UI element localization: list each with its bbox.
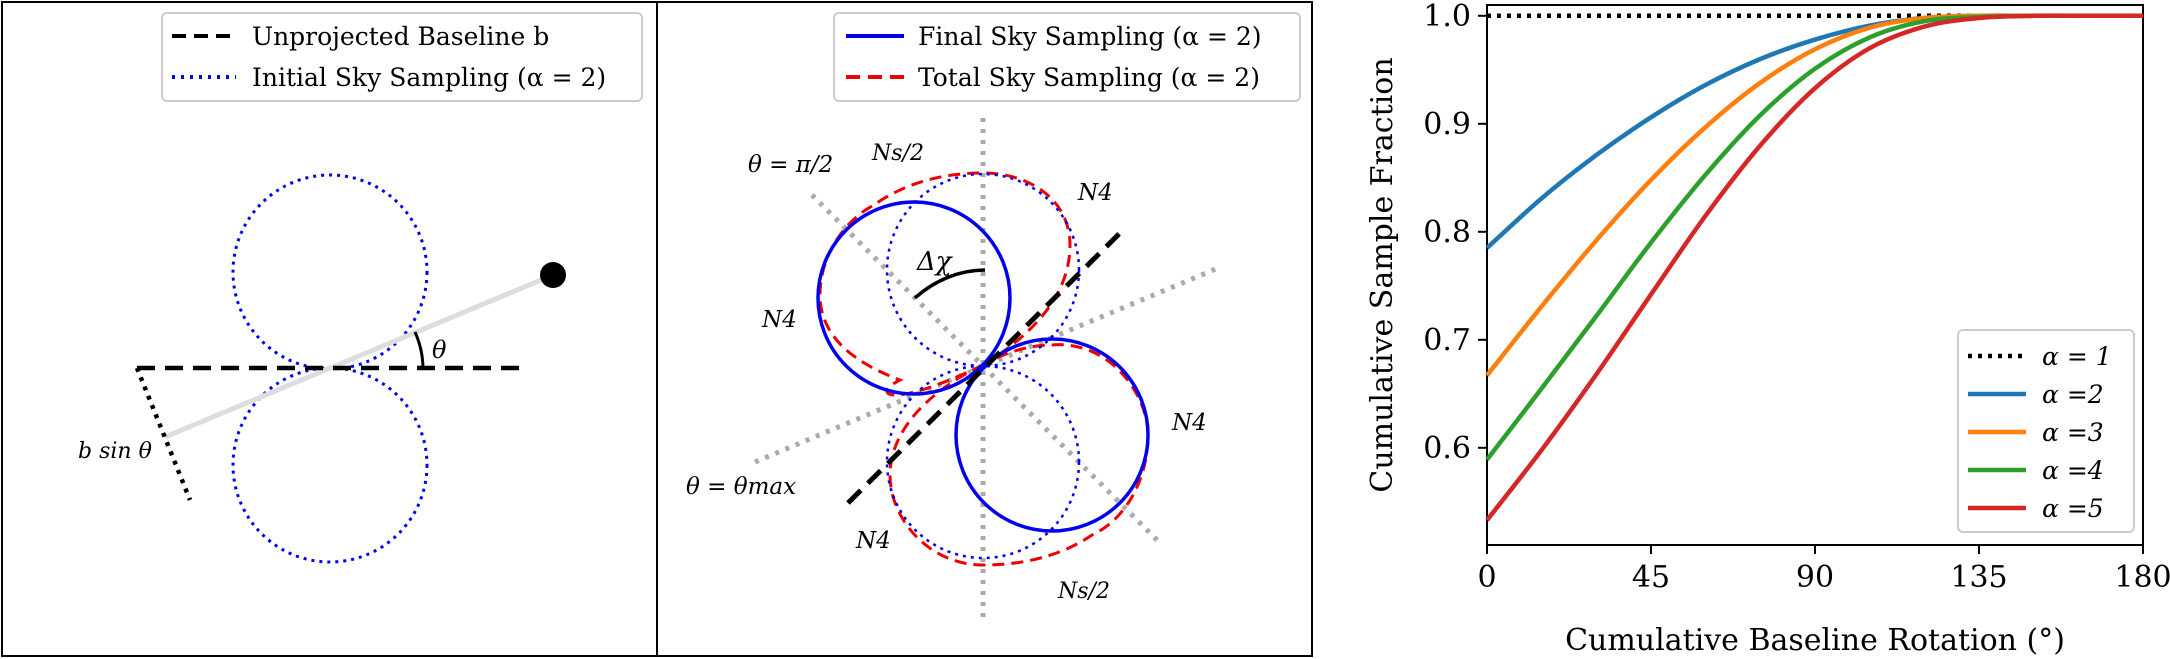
chart-legend-label-1: α = 1 [2042, 342, 2112, 371]
theta-max-label: θ = θmax [686, 474, 796, 500]
y-tick-label: 0.7 [1423, 323, 1471, 358]
chart-legend-label-3: α =3 [2042, 418, 2104, 447]
b-sin-theta-segment [134, 367, 193, 501]
panel-1-legend-box [161, 12, 643, 102]
legend-label-total-sampling: Total Sky Sampling (α = 2) [918, 63, 1260, 92]
legend-label-final-sampling: Final Sky Sampling (α = 2) [918, 22, 1262, 51]
initial-sampling-circle-bottom-rotated [885, 364, 1081, 560]
chart-tick-layer: 0 45 90 135 180 0.6 0.7 0.8 0.9 1.0 [1423, 0, 2170, 595]
panel-1: Unprojected Baseline b Initial Sky Sampl… [1, 1, 658, 657]
panel-2-legend-box [833, 12, 1301, 102]
total-sampling-top-lobe [818, 171, 1072, 397]
legend-label-baseline: Unprojected Baseline b [252, 22, 549, 51]
chart-x-axis-label: Cumulative Baseline Rotation (°) [1565, 623, 2065, 658]
b-sin-theta-label: b sin θ [78, 439, 152, 464]
projected-baseline-line [164, 272, 554, 440]
y-tick-label: 0.8 [1423, 215, 1471, 250]
legend-label-initial-sampling: Initial Sky Sampling (α = 2) [252, 63, 606, 92]
n4-label-left: N4 [761, 307, 797, 333]
chart-legend-label-4: α =4 [2042, 456, 2104, 485]
theta-label: θ [432, 336, 447, 364]
final-sampling-circle-bottom [954, 337, 1150, 533]
panel-2-frame [656, 1, 1313, 657]
total-sampling-bottom-lobe [888, 343, 1150, 567]
chart-legend: α = 1 α =2 α =3 α =4 α =5 [1957, 329, 2135, 533]
rotated-baseline-line [846, 231, 1122, 505]
chart-legend-label-2: α =2 [2042, 380, 2104, 409]
delta-chi-label: Δχ [916, 247, 954, 277]
x-tick-label: 45 [1632, 560, 1670, 595]
y-tick-label: 0.6 [1423, 431, 1471, 466]
n4-label-top-right: N4 [1077, 180, 1113, 206]
y-tick-label: 1.0 [1423, 0, 1471, 34]
series-line-5 [1485, 13, 2143, 522]
cumulative-fraction-chart: 0 45 90 135 180 0.6 0.7 0.8 0.9 1.0 Cumulative Ba… [1365, 0, 2170, 658]
theta-arc [413, 331, 425, 369]
ns-half-label-top: Ns/2 [871, 141, 924, 166]
delta-chi-arc [913, 268, 986, 300]
chart-y-axis-label: Cumulative Sample Fraction [1365, 57, 1400, 492]
baseline-endpoint-dot [540, 262, 566, 288]
x-tick-label: 135 [1950, 560, 2007, 595]
theta-half-pi-label: θ = π/2 [748, 152, 833, 178]
theta-half-pi-guide-line [810, 193, 1164, 547]
y-tick-label: 0.9 [1423, 107, 1471, 142]
x-tick-label: 90 [1796, 560, 1834, 595]
x-tick-label: 180 [2114, 560, 2170, 595]
ns-half-label-bottom: Ns/2 [1057, 579, 1110, 604]
chart-legend-box [1957, 329, 2135, 533]
panel-2-legend: Final Sky Sampling (α = 2) Total Sky Sam… [833, 12, 1301, 102]
chart-series-layer [1485, 13, 2143, 522]
theta-max-guide-line [754, 265, 1219, 465]
x-tick-label: 0 [1477, 560, 1496, 595]
initial-sampling-circle-top-rotated [885, 172, 1081, 368]
chart-legend-label-5: α =5 [2042, 494, 2104, 523]
panel-1-legend: Unprojected Baseline b Initial Sky Sampl… [161, 12, 643, 102]
n4-label-right: N4 [1171, 410, 1207, 436]
final-sampling-circle-top [816, 200, 1012, 396]
n4-label-bottom-left: N4 [855, 528, 891, 554]
panel-2: Final Sky Sampling (α = 2) Total Sky Sam… [656, 1, 1313, 657]
